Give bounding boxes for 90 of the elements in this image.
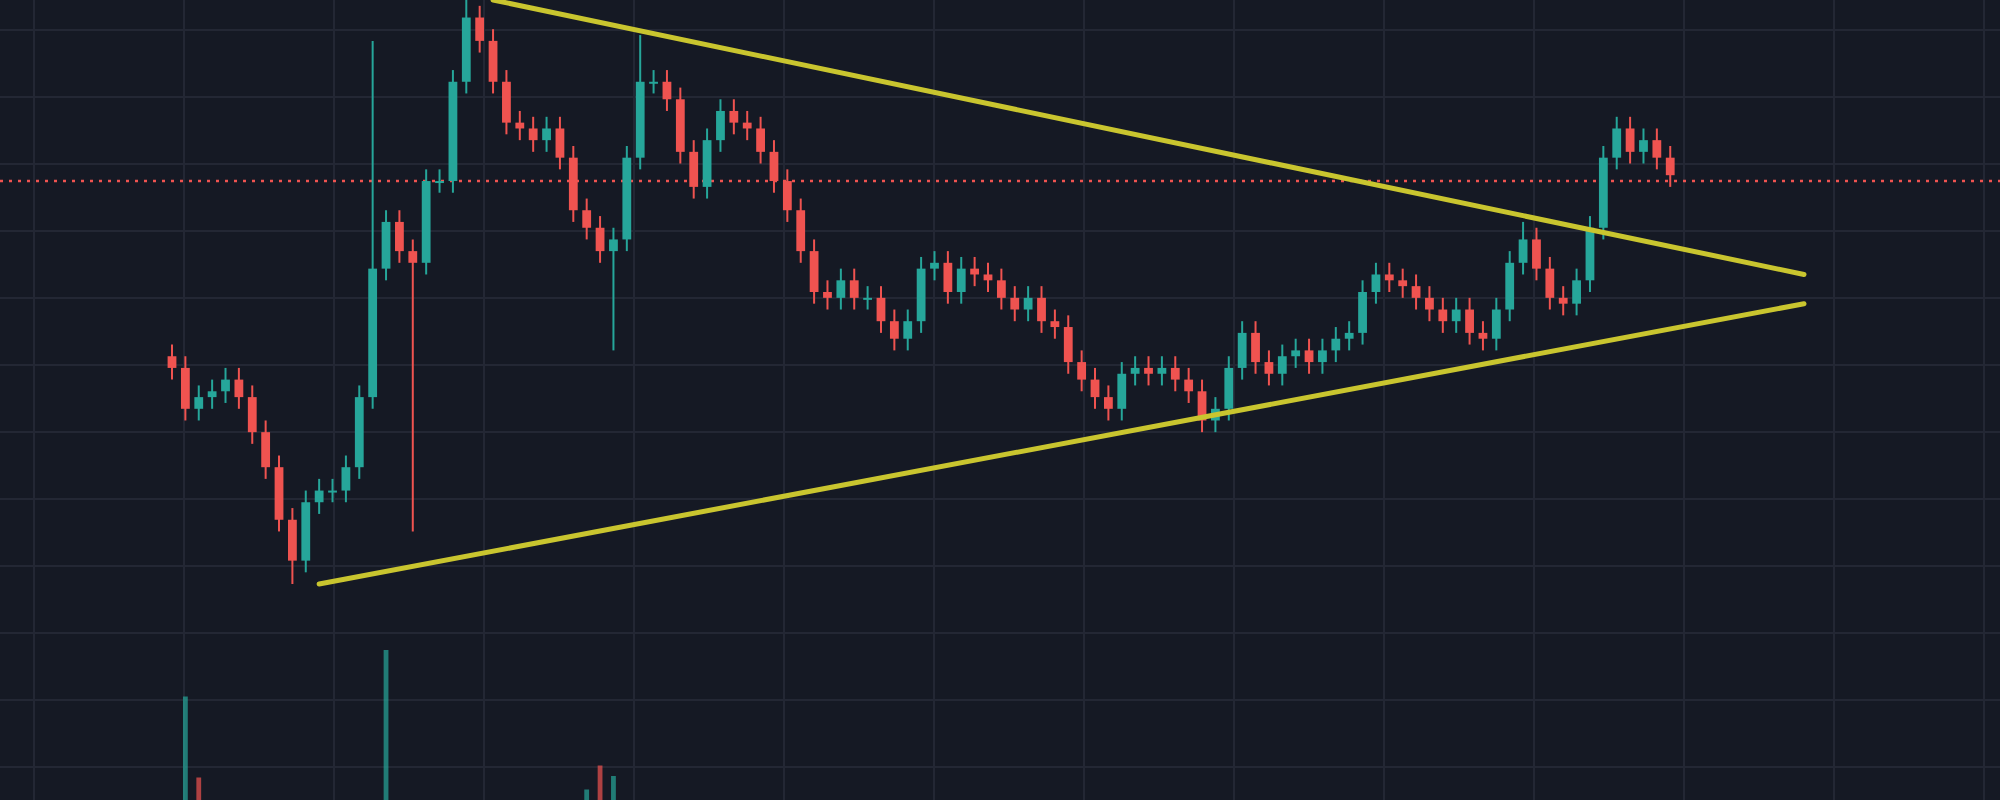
- candlestick: [1304, 337, 1314, 375]
- candlestick: [1063, 314, 1073, 375]
- candlestick: [1184, 366, 1194, 404]
- candlestick: [1558, 285, 1568, 317]
- candlestick: [836, 267, 846, 311]
- candlestick: [649, 69, 658, 95]
- candlestick: [1157, 355, 1167, 387]
- candlestick: [930, 250, 939, 282]
- candlestick: [1518, 220, 1528, 276]
- candlestick: [1237, 320, 1247, 381]
- candlestick: [1358, 279, 1367, 346]
- candlestick: [1277, 343, 1287, 387]
- candlestick: [1037, 285, 1046, 334]
- candlestick: [1117, 361, 1127, 422]
- candlestick: [1625, 115, 1635, 165]
- candlestick: [1639, 127, 1648, 165]
- candlestick: [1398, 267, 1408, 299]
- candlestick: [849, 267, 859, 311]
- candlestick: [1103, 384, 1113, 422]
- bar: [611, 776, 616, 800]
- candlestick: [1050, 308, 1060, 340]
- bar: [196, 777, 202, 800]
- candlestick: [167, 343, 177, 381]
- candlestick: [328, 477, 337, 504]
- candlestick: [1130, 355, 1140, 387]
- candlestick: [1545, 255, 1555, 311]
- candlestick: [1318, 337, 1327, 375]
- candlestick: [555, 115, 565, 171]
- candlestick: [314, 477, 324, 515]
- candlestick: [488, 28, 498, 95]
- bar: [182, 696, 188, 800]
- candlestick: [528, 115, 538, 153]
- candlestick: [903, 308, 913, 352]
- candlestick: [287, 507, 297, 585]
- candlestick: [1425, 285, 1434, 323]
- candlestick: [756, 115, 765, 165]
- candlestick: [1451, 296, 1461, 334]
- candlestick: [1384, 261, 1394, 293]
- candlestick: [247, 384, 257, 445]
- candlestick: [1465, 296, 1474, 346]
- candlestick: [408, 238, 418, 533]
- candlestick: [823, 279, 832, 311]
- candlestick: [1291, 337, 1301, 369]
- candlestick: [609, 226, 618, 352]
- candlestick: [1371, 261, 1381, 305]
- candlestick: [207, 378, 217, 410]
- candlestick: [956, 255, 966, 305]
- candlestick: [502, 69, 511, 136]
- candlestick: [1491, 296, 1501, 352]
- candlestick: [1505, 250, 1515, 323]
- candlestick: [1224, 355, 1234, 422]
- candlestick: [983, 261, 993, 293]
- candlestick: [1532, 226, 1541, 282]
- candlestick: [582, 197, 592, 241]
- candlestick: [1077, 349, 1087, 393]
- candlestick: [863, 285, 873, 311]
- candlestick: [1144, 355, 1153, 387]
- candlestick: [1331, 326, 1341, 364]
- bar: [584, 789, 590, 800]
- candlestick: [395, 209, 404, 264]
- candlestick: [542, 115, 551, 153]
- candlestick: [1344, 320, 1354, 352]
- candlestick: [889, 308, 899, 352]
- candlestick: [475, 4, 485, 54]
- candlestick: [234, 366, 244, 410]
- candlestick: [1170, 355, 1180, 393]
- candlestick: [180, 355, 190, 422]
- candlestick: [716, 98, 725, 153]
- candlestick: [1251, 320, 1260, 375]
- candlestick: [1478, 320, 1488, 352]
- candlestick: [1411, 273, 1421, 311]
- candlestick: [381, 209, 391, 282]
- candlestick: [729, 98, 739, 136]
- candlestick: [1612, 115, 1622, 171]
- candlestick: [1010, 285, 1020, 323]
- candlestick: [796, 197, 806, 264]
- candlestick: [1438, 296, 1448, 334]
- candlestick: [996, 267, 1006, 311]
- candlestick: [809, 238, 819, 305]
- candlestick: [1652, 127, 1662, 171]
- candlestick: [702, 127, 712, 200]
- candlestick: [1023, 285, 1033, 323]
- candlestick: [221, 366, 230, 404]
- candlestick: [435, 168, 444, 194]
- candlestick: [194, 384, 204, 422]
- candlestick: [1264, 349, 1274, 387]
- candlestick: [261, 419, 271, 480]
- candlestick: [1572, 267, 1581, 317]
- candlestick: [341, 454, 351, 504]
- candlestick: [943, 250, 953, 305]
